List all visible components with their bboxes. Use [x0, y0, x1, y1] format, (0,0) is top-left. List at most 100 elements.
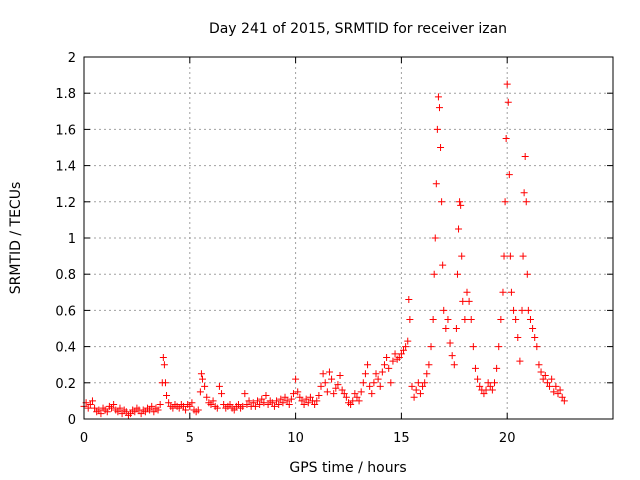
data-point — [469, 343, 477, 351]
data-point — [455, 225, 463, 233]
data-point — [552, 382, 560, 390]
data-point — [554, 390, 562, 398]
data-point — [141, 408, 149, 416]
data-point — [279, 399, 287, 407]
chart-title: Day 241 of 2015, SRMTID for receiver iza… — [209, 21, 507, 37]
data-point — [230, 406, 238, 414]
data-point — [349, 397, 357, 405]
data-point — [165, 399, 173, 407]
data-point — [351, 390, 359, 398]
data-point — [148, 402, 156, 410]
data-point — [505, 171, 513, 179]
data-point — [122, 408, 130, 416]
data-point — [355, 397, 363, 405]
data-point — [262, 391, 270, 399]
y-tick-label: 1.4 — [55, 160, 76, 175]
data-point — [169, 404, 177, 412]
data-point — [491, 379, 499, 387]
data-point — [154, 406, 162, 414]
data-point — [391, 350, 399, 358]
y-tick-label: 1.2 — [55, 196, 76, 211]
data-point — [366, 382, 374, 390]
data-point — [313, 397, 321, 405]
data-point — [467, 315, 475, 323]
data-point — [361, 370, 369, 378]
y-tick-label: 2 — [68, 51, 76, 66]
data-point — [186, 402, 194, 410]
data-point — [474, 375, 482, 383]
y-axis-label: SRMTID / TECUs — [8, 182, 24, 295]
data-point — [501, 198, 509, 206]
data-point — [268, 399, 276, 407]
data-point — [179, 402, 187, 410]
data-point — [84, 404, 92, 412]
data-point — [414, 379, 422, 387]
data-point — [438, 198, 446, 206]
data-point — [156, 401, 164, 409]
data-point — [198, 375, 206, 383]
data-point — [270, 402, 278, 410]
data-point — [207, 401, 215, 409]
data-point — [215, 382, 223, 390]
data-point — [504, 98, 512, 106]
data-point — [325, 368, 333, 376]
data-point — [137, 410, 145, 418]
data-point — [289, 390, 297, 398]
data-point — [281, 393, 289, 401]
x-tick-label: 15 — [393, 431, 410, 446]
data-point — [330, 390, 338, 398]
data-point — [323, 388, 331, 396]
data-point — [558, 393, 566, 401]
data-point — [458, 252, 466, 260]
data-point — [560, 397, 568, 405]
data-point — [296, 393, 304, 401]
data-point — [287, 395, 295, 403]
data-point — [524, 306, 532, 314]
data-point — [421, 379, 429, 387]
data-point — [442, 325, 450, 332]
data-point — [431, 234, 439, 242]
data-point — [275, 401, 283, 409]
data-point — [251, 402, 259, 410]
y-tick-label: 1.8 — [55, 87, 76, 102]
data-point — [91, 404, 99, 412]
data-point — [254, 397, 262, 405]
data-point — [108, 404, 116, 412]
data-point — [304, 399, 312, 407]
data-point — [476, 382, 484, 390]
data-point — [500, 252, 508, 260]
data-point — [482, 386, 490, 394]
data-point — [434, 93, 442, 101]
data-point — [357, 388, 365, 396]
data-point — [516, 357, 524, 365]
data-point — [522, 198, 530, 206]
data-point — [285, 401, 293, 409]
data-point — [531, 334, 539, 342]
data-point — [506, 252, 514, 260]
data-point — [412, 386, 420, 394]
x-tick-label: 5 — [186, 431, 194, 446]
data-point — [277, 395, 285, 403]
data-point — [480, 390, 488, 398]
y-tick-label: 0.8 — [55, 268, 76, 283]
data-point — [370, 379, 378, 387]
data-point — [503, 80, 511, 88]
data-point — [433, 125, 441, 133]
data-point — [340, 390, 348, 398]
data-point — [502, 134, 510, 142]
data-point — [437, 144, 445, 151]
data-point — [450, 361, 458, 369]
data-point — [514, 334, 522, 342]
data-point — [364, 361, 372, 369]
data-point — [453, 270, 461, 278]
data-point — [465, 297, 473, 305]
data-point — [201, 382, 209, 390]
data-point — [273, 397, 281, 405]
data-point — [389, 357, 397, 365]
data-point — [539, 375, 547, 383]
data-point — [95, 406, 103, 414]
data-point — [484, 379, 492, 387]
data-point — [429, 315, 437, 323]
data-point — [353, 393, 361, 401]
